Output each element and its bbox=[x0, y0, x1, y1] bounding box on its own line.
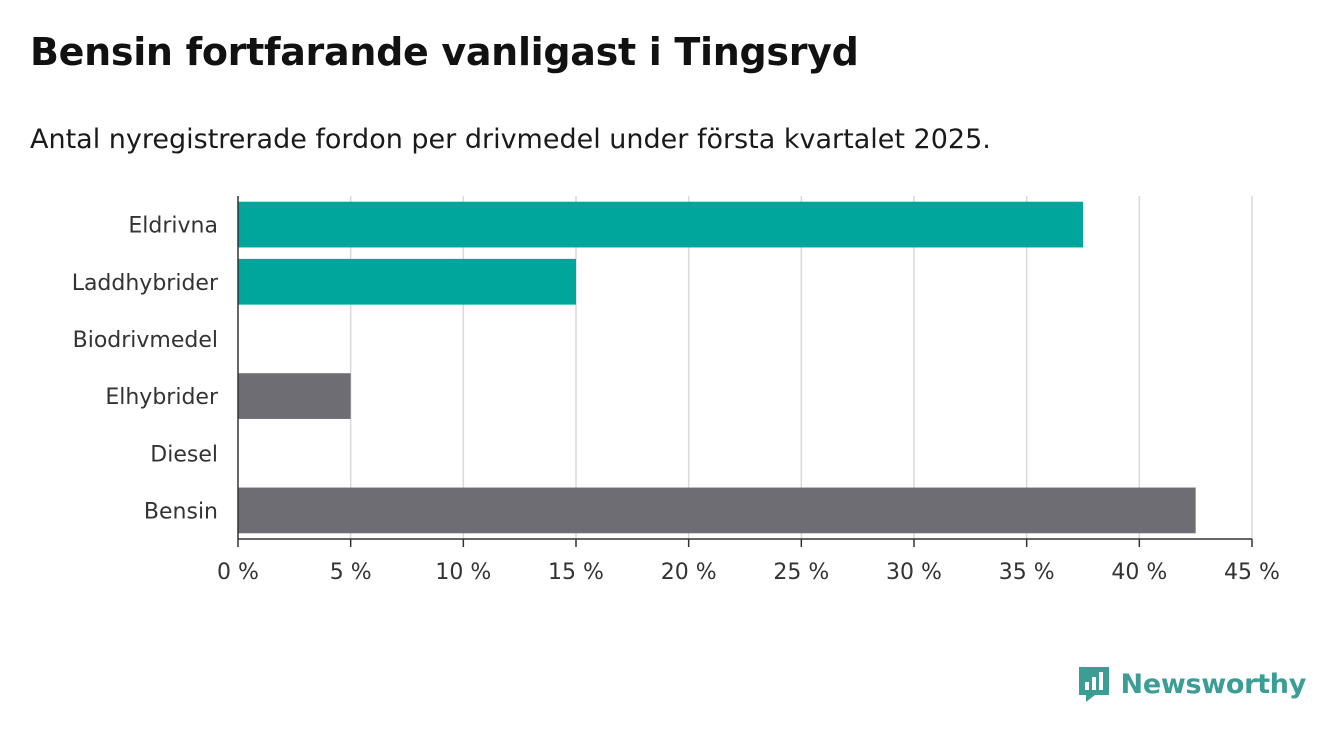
category-label: Diesel bbox=[150, 442, 218, 467]
x-tick-label: 0 % bbox=[217, 560, 259, 585]
x-tick-label: 5 % bbox=[330, 560, 372, 585]
chart-subtitle: Antal nyregistrerade fordon per drivmede… bbox=[30, 124, 991, 155]
x-tick-label: 25 % bbox=[773, 560, 829, 585]
newsworthy-logo-icon bbox=[1078, 667, 1109, 702]
category-label: Bensin bbox=[144, 499, 218, 524]
bar bbox=[238, 201, 1083, 248]
bar bbox=[238, 258, 576, 305]
x-tick-label: 30 % bbox=[886, 560, 942, 585]
x-tick-label: 40 % bbox=[1111, 560, 1167, 585]
category-labels: Eldrivna Laddhybrider Biodrivmedel Elhybrid… bbox=[72, 214, 219, 525]
bar bbox=[238, 487, 1196, 534]
x-tick-label: 10 % bbox=[435, 560, 491, 585]
bar bbox=[238, 373, 351, 419]
x-axis: 0 % 5 % 10 % 15 % 20 % 25 % 30 % 35 % 40 % 45 % bbox=[217, 196, 1280, 585]
gridlines bbox=[349, 196, 1253, 539]
chart-title: Bensin fortfarande vanligast i Tingsryd bbox=[30, 30, 859, 74]
category-label: Elhybrider bbox=[105, 385, 219, 410]
x-tick-label: 35 % bbox=[999, 560, 1055, 585]
x-tick-label: 15 % bbox=[548, 560, 604, 585]
bars bbox=[238, 201, 1196, 534]
bar-chart: Eldrivna Laddhybrider Biodrivmedel Elhybrid… bbox=[72, 196, 1280, 585]
category-label: Eldrivna bbox=[128, 214, 218, 239]
category-label: Laddhybrider bbox=[72, 271, 219, 296]
x-tick-label: 20 % bbox=[661, 560, 717, 585]
brand-name: Newsworthy bbox=[1120, 668, 1307, 700]
x-tick-label: 45 % bbox=[1224, 560, 1280, 585]
brand-logo: Newsworthy bbox=[1077, 665, 1306, 703]
category-label: Biodrivmedel bbox=[73, 328, 218, 353]
